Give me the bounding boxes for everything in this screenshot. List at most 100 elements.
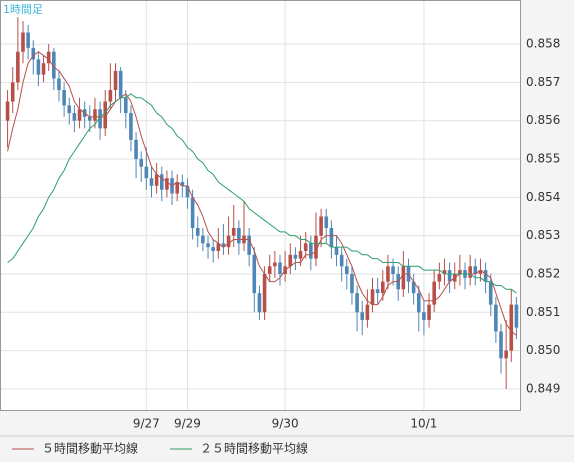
- candle-body: [432, 281, 436, 305]
- y-tick-label: 0.854: [526, 190, 560, 204]
- candle-body: [499, 331, 503, 359]
- candle-body: [41, 63, 46, 75]
- candle-body: [21, 32, 25, 52]
- candle-body: [93, 109, 97, 121]
- candle-body: [108, 90, 113, 102]
- y-tick-label: 0.858: [526, 37, 560, 51]
- candle-body: [221, 243, 226, 248]
- candle-body: [180, 182, 185, 186]
- candle-body: [226, 235, 231, 248]
- candle-body: [458, 270, 462, 274]
- candle-body: [514, 304, 519, 328]
- candle-body: [293, 254, 298, 259]
- y-tick-label: 0.853: [526, 228, 560, 242]
- candle-body: [339, 254, 344, 267]
- candle-body: [159, 174, 164, 190]
- candle-body: [103, 101, 108, 129]
- candle-body: [149, 178, 154, 186]
- candle-body: [442, 270, 447, 274]
- candle-body: [36, 59, 41, 75]
- candle-body: [252, 254, 257, 294]
- candle-body: [26, 32, 30, 48]
- candle-body: [273, 262, 277, 267]
- candle-body: [134, 139, 138, 160]
- candle-body: [386, 266, 390, 282]
- candle-body: [401, 266, 406, 290]
- candle-body: [129, 113, 133, 140]
- candle-body: [355, 293, 359, 313]
- candle-body: [334, 247, 339, 255]
- candle-body: [72, 113, 77, 121]
- candle-body: [5, 101, 10, 121]
- plot-area: [0, 0, 521, 411]
- candle-body: [380, 281, 385, 294]
- candle-body: [46, 51, 51, 64]
- candle-body: [216, 243, 221, 251]
- candle-body: [391, 266, 395, 274]
- candle-body: [324, 216, 329, 228]
- candle-body: [416, 293, 421, 313]
- candle-body: [62, 90, 66, 106]
- y-tick-label: 0.856: [526, 113, 560, 127]
- candle-body: [473, 266, 478, 274]
- candle-body: [262, 273, 267, 313]
- candle-body: [237, 227, 241, 244]
- candle-body: [360, 312, 365, 320]
- candle-body: [77, 109, 82, 121]
- candle-body: [350, 273, 354, 294]
- legend-label: ５時間移動平均線: [42, 441, 138, 456]
- ma-line: [7, 93, 517, 294]
- legend-label: ２５時間移動平均線: [200, 441, 308, 456]
- candle-body: [468, 266, 472, 278]
- candle-body: [303, 243, 308, 251]
- candle-body: [123, 97, 128, 114]
- y-tick-label: 0.850: [526, 343, 560, 357]
- candle-body: [16, 51, 20, 83]
- candle-body: [52, 51, 56, 79]
- x-tick-label: 9/27: [133, 417, 160, 431]
- candle-body: [504, 350, 508, 359]
- candle-body: [314, 235, 318, 259]
- candle-body: [247, 235, 251, 255]
- candle-body: [427, 304, 431, 320]
- y-tick-label: 0.849: [526, 381, 560, 395]
- candle-body: [201, 235, 205, 244]
- candle-body: [298, 250, 303, 259]
- y-tick-label: 0.855: [526, 152, 560, 166]
- candle-body: [370, 289, 375, 305]
- candle-body: [288, 254, 293, 267]
- y-tick-label: 0.851: [526, 305, 560, 319]
- candle-body: [139, 159, 144, 167]
- candle-body: [57, 78, 61, 91]
- x-tick-label: 9/29: [174, 417, 201, 431]
- y-tick-label: 0.852: [526, 266, 560, 280]
- candle-body: [211, 247, 215, 251]
- x-tick-label: 9/30: [272, 417, 299, 431]
- candle-body: [278, 262, 282, 274]
- ma-line: [7, 51, 517, 336]
- candle-body: [309, 243, 313, 259]
- candle-body: [206, 243, 210, 248]
- candle-body: [31, 47, 36, 60]
- candle-body: [411, 281, 416, 294]
- candle-body: [257, 293, 262, 313]
- candle-body: [319, 216, 323, 236]
- candle-body: [488, 281, 493, 305]
- candle-body: [190, 197, 195, 228]
- candle-body: [154, 174, 159, 186]
- candle-body: [329, 227, 334, 248]
- candle-body: [67, 105, 72, 114]
- candle-body: [447, 270, 452, 282]
- candle-body: [345, 266, 349, 274]
- candle-body: [98, 109, 102, 129]
- candle-body: [165, 178, 169, 190]
- candle-body: [483, 270, 488, 282]
- candle-body: [185, 185, 190, 198]
- candle-body: [494, 304, 498, 332]
- candle-body: [437, 273, 442, 282]
- candle-body: [231, 227, 236, 236]
- candle-body: [144, 166, 149, 179]
- candle-body: [10, 82, 15, 102]
- candle-body: [422, 312, 426, 320]
- candle-body: [175, 182, 179, 194]
